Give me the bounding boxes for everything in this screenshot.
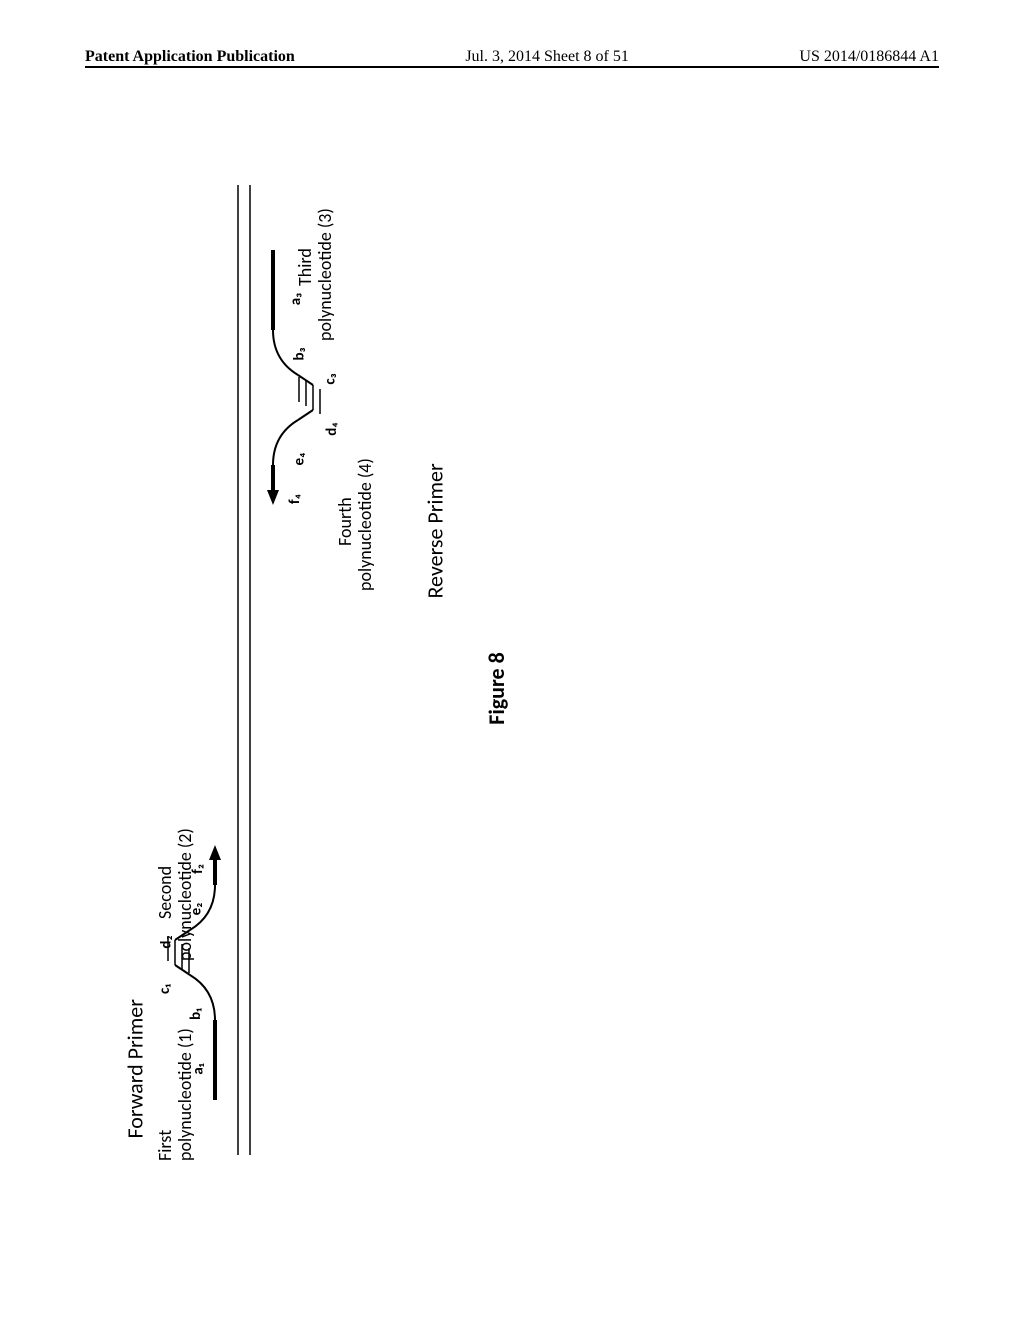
header-center: Jul. 3, 2014 Sheet 8 of 51 — [465, 48, 629, 66]
diagram: Forward Primer Reverse Primer First poly… — [120, 145, 880, 1185]
seg-a3: a₃ — [287, 293, 305, 305]
seg-c3: c₃ — [322, 373, 340, 384]
figure-label: Figure 8 — [483, 652, 510, 725]
seg-d4: d₄ — [323, 422, 341, 436]
forward-primer-label: Forward Primer — [122, 999, 149, 1138]
header-right: US 2014/0186844 A1 — [799, 48, 939, 66]
reverse-primer-label: Reverse Primer — [422, 463, 449, 598]
seg-c1: c₁ — [156, 984, 174, 994]
third-poly-label-2: polynucleotide (3) — [314, 208, 336, 341]
second-poly-label-1: Second — [154, 866, 176, 919]
seg-d2: d₂ — [158, 935, 176, 948]
seg-e4: e₄ — [291, 452, 309, 465]
seg-a1: a₁ — [190, 1063, 208, 1074]
first-poly-label-2: polynucleotide (1) — [174, 1028, 196, 1161]
fourth-poly-label-1: Fourth — [334, 497, 356, 546]
header-divider — [85, 66, 939, 68]
fourth-poly-label-2: polynucleotide (4) — [354, 458, 376, 591]
header-left: Patent Application Publication — [85, 48, 295, 66]
seg-b3: b₃ — [291, 347, 309, 360]
third-poly-label-1: Third — [294, 248, 316, 286]
seg-e2: e₂ — [187, 903, 205, 916]
seg-b1: b₁ — [187, 1008, 205, 1020]
seg-f2: f₂ — [189, 864, 207, 874]
first-poly-label-1: First — [154, 1130, 176, 1161]
second-poly-label-2: polynucleotide (2) — [174, 828, 196, 961]
seg-f4: f₄ — [286, 494, 304, 504]
